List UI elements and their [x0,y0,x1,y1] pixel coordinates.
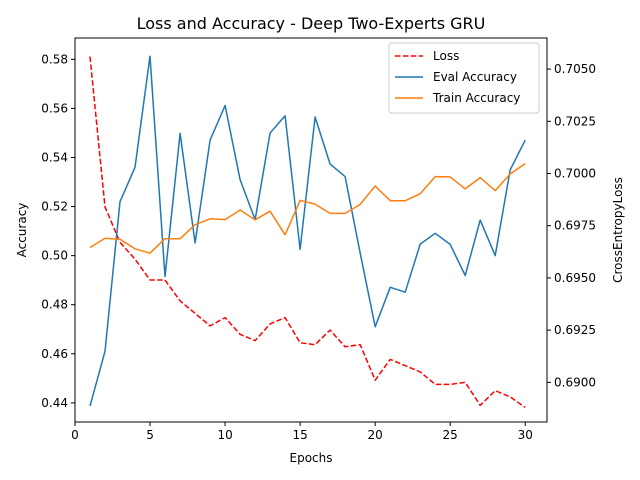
y-left-tick-label: 0.58 [41,52,68,66]
x-tick-label: 15 [292,428,307,442]
chart-title: Loss and Accuracy - Deep Two-Experts GRU [137,14,486,33]
legend-box [388,42,540,114]
series-line-train-accuracy [89,162,526,254]
y-right-tick-label: 0.6925 [554,323,596,337]
y-left-tick-label: 0.50 [41,249,68,263]
plot-frame [74,37,548,423]
series-layer [89,55,526,409]
y-left-tick-label: 0.52 [41,200,68,214]
legend: Loss Eval Accuracy Train Accuracy [388,42,540,114]
y-left-axis-label: Accuracy [15,203,29,258]
x-axis-label: Epochs [290,451,333,465]
x-tick-label: 5 [146,428,154,442]
y-left-tick-label: 0.44 [41,396,68,410]
series-line-eval-accuracy [89,55,526,407]
y-left-tick-label: 0.46 [41,347,68,361]
series-line-loss [89,56,526,409]
axes-layer: 0 5 10 15 20 25 30 0.44 0.46 0.48 0.50 0.52 0.54 0.56… [41,37,596,442]
y-right-tick-label: 0.6950 [554,271,596,285]
y-right-tick-label: 0.7025 [554,114,596,128]
x-tick-label: 30 [518,428,533,442]
x-tick-label: 0 [71,428,79,442]
y-right-tick-label: 0.7000 [554,167,596,181]
y-left-tick-label: 0.56 [41,101,68,115]
y-right-tick-label: 0.6900 [554,375,596,389]
legend-label-eval-accuracy: Eval Accuracy [433,70,517,84]
y-right-tick-label: 0.6975 [554,219,596,233]
legend-label-train-accuracy: Train Accuracy [432,91,520,105]
y-right-tick-label: 0.7050 [554,62,596,76]
x-tick-label: 10 [217,428,232,442]
y-right-axis-label: CrossEntropyLoss [611,177,625,283]
x-tick-label: 20 [368,428,383,442]
y-left-tick-label: 0.48 [41,298,68,312]
legend-label-loss: Loss [433,49,459,63]
x-tick-label: 25 [443,428,458,442]
y-left-tick-label: 0.54 [41,150,68,164]
